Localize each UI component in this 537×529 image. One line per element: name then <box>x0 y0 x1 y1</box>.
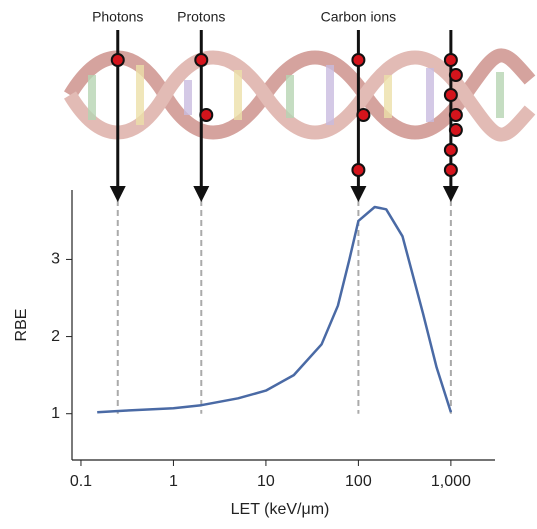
arrow-head <box>350 186 367 202</box>
x-tick-label: 1,000 <box>431 473 471 490</box>
ion-hit <box>110 53 125 67</box>
ion-hit <box>448 68 463 82</box>
y-tick-label: 3 <box>51 251 60 268</box>
arrow-head <box>109 186 126 202</box>
dna-helix <box>63 48 536 142</box>
ion-hit <box>199 108 214 122</box>
arrow-head <box>193 186 210 202</box>
ion-hit <box>443 163 458 177</box>
annotation-label: Carbon ions <box>321 9 397 25</box>
arrow-head <box>442 186 459 202</box>
ion-hit <box>443 53 458 67</box>
ion-hit <box>194 53 209 67</box>
annotation-label: Protons <box>177 9 225 25</box>
ion-hit <box>351 53 366 67</box>
ion-hit <box>448 108 463 122</box>
y-axis-title: RBE <box>13 309 30 342</box>
y-tick-label: 2 <box>51 328 60 345</box>
x-tick-label: 0.1 <box>70 473 92 490</box>
ion-hit <box>448 123 463 137</box>
x-axis-title: LET (keV/μm) <box>231 501 330 518</box>
ion-hit <box>443 88 458 102</box>
x-tick-label: 1 <box>169 473 178 490</box>
x-tick-label: 100 <box>345 473 372 490</box>
ion-hit <box>351 163 366 177</box>
annotation-label: Photons <box>92 9 143 25</box>
ion-hit <box>356 108 371 122</box>
rbe-curve <box>97 205 453 414</box>
ion-hit <box>443 143 458 157</box>
x-tick-label: 10 <box>257 473 275 490</box>
y-tick-label: 1 <box>51 405 60 422</box>
